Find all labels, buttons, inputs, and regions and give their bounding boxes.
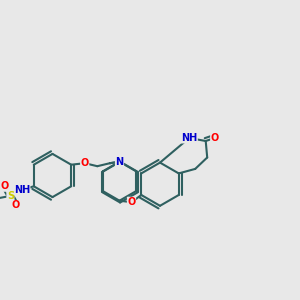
- Text: NH: NH: [14, 185, 30, 195]
- Text: N: N: [116, 157, 124, 167]
- Text: O: O: [128, 197, 136, 207]
- Text: NH: NH: [181, 133, 197, 143]
- Text: O: O: [211, 133, 219, 143]
- Text: O: O: [1, 181, 9, 191]
- Text: O: O: [12, 200, 20, 211]
- Text: S: S: [7, 191, 14, 201]
- Text: O: O: [81, 158, 89, 168]
- Text: N: N: [116, 157, 124, 167]
